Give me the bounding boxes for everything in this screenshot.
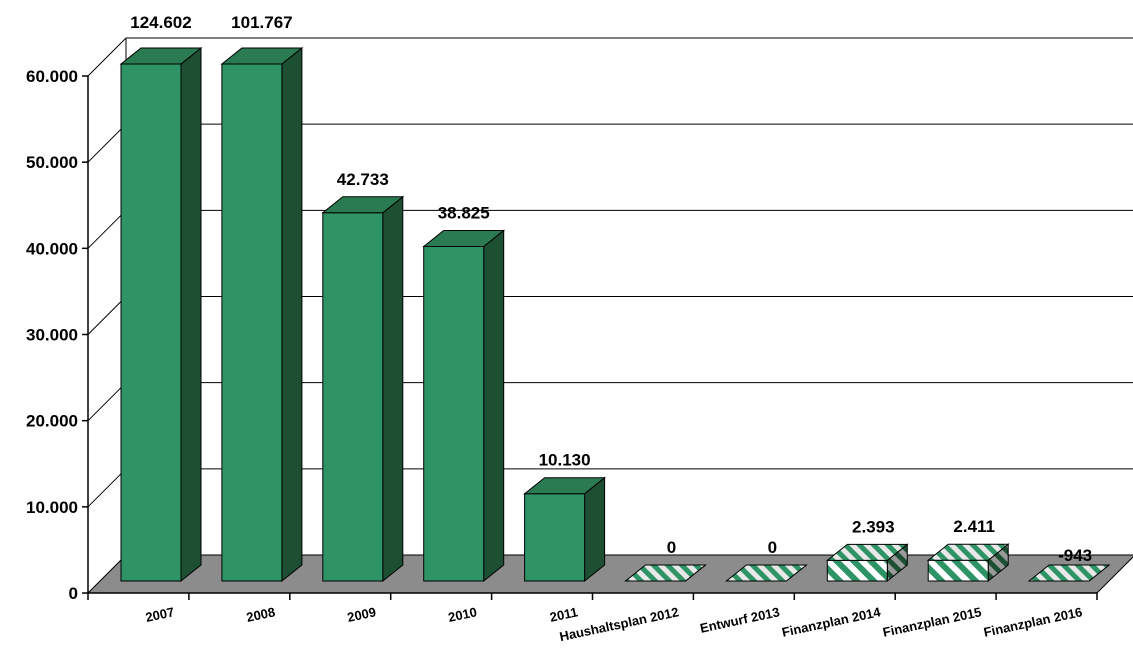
bar-finanzplan-2015 xyxy=(926,543,1010,583)
x-tick-label: 2008 xyxy=(245,604,276,625)
bar-front xyxy=(826,559,888,582)
data-label: 0 xyxy=(768,538,777,557)
x-tick-label: Entwurf 2013 xyxy=(699,604,781,635)
bar-top xyxy=(119,47,203,65)
x-tick-label: 2010 xyxy=(447,604,478,625)
y-tick-label: 40.000 xyxy=(26,239,78,258)
data-label: 101.767 xyxy=(231,13,292,32)
gridline-diagonal xyxy=(87,209,127,249)
y-tick-label: 50.000 xyxy=(26,153,78,172)
data-label: 0 xyxy=(667,538,676,557)
bars xyxy=(119,46,1111,583)
bar-side xyxy=(483,229,505,583)
bar-2007 xyxy=(119,46,203,583)
bar-2009 xyxy=(321,195,405,583)
bar-entwurf-2013 xyxy=(724,564,808,582)
data-label: 2.393 xyxy=(852,517,895,536)
bar-top xyxy=(825,543,909,561)
x-tick-label: 2007 xyxy=(144,604,175,625)
bar-haushaltsplan-2012 xyxy=(624,564,707,582)
bar-top xyxy=(321,196,405,214)
x-tick-label: Finanzplan 2014 xyxy=(780,604,882,640)
bar-top xyxy=(624,564,707,582)
y-tick-label: 20.000 xyxy=(26,412,78,431)
bar-front xyxy=(524,493,586,582)
bar-finanzplan-2016 xyxy=(1027,564,1111,582)
bar-2008 xyxy=(220,46,304,583)
bar-2011 xyxy=(523,476,607,583)
bar-top xyxy=(422,229,506,247)
data-label: 10.130 xyxy=(539,451,591,470)
y-tick-label: 10.000 xyxy=(26,498,78,517)
bar-front xyxy=(927,559,989,582)
bar-front xyxy=(423,245,485,582)
gridline-diagonal xyxy=(87,468,127,508)
data-label: 42.733 xyxy=(337,170,389,189)
bar-top xyxy=(220,47,304,65)
bar-front xyxy=(120,63,182,582)
bar-top xyxy=(724,564,808,582)
bar-side xyxy=(180,46,202,583)
gridline-diagonal xyxy=(87,123,127,163)
bar-2010 xyxy=(422,229,506,583)
bar-top xyxy=(926,543,1010,561)
bar-front xyxy=(322,212,384,582)
data-label: -943 xyxy=(1058,546,1092,565)
bar-finanzplan-2014 xyxy=(825,543,909,583)
data-label: 2.411 xyxy=(953,517,995,536)
x-tick-label: 2011 xyxy=(548,604,579,625)
x-tick-label: 2009 xyxy=(346,604,377,625)
bar-front xyxy=(221,63,283,582)
data-label: 124.602 xyxy=(130,13,191,32)
x-tick-label: Finanzplan 2015 xyxy=(881,604,982,640)
bar-side xyxy=(281,46,303,583)
gridline-diagonal xyxy=(87,37,127,77)
y-tick-label: 0 xyxy=(69,584,78,603)
bar-side xyxy=(382,195,404,583)
y-tick-label: 30.000 xyxy=(26,326,78,345)
axes: 0 10.000 20.000 30.000 40.000 50.000 60.000 xyxy=(26,67,1098,603)
data-label: 38.825 xyxy=(438,203,490,222)
bar-top xyxy=(1027,564,1111,582)
y-tick-label: 60.000 xyxy=(26,67,78,86)
x-tick-label: Finanzplan 2016 xyxy=(982,604,1083,640)
bar-top xyxy=(523,477,607,495)
gridline-diagonal xyxy=(87,296,127,335)
bar-side xyxy=(584,476,606,583)
gridline-diagonal xyxy=(87,382,127,422)
